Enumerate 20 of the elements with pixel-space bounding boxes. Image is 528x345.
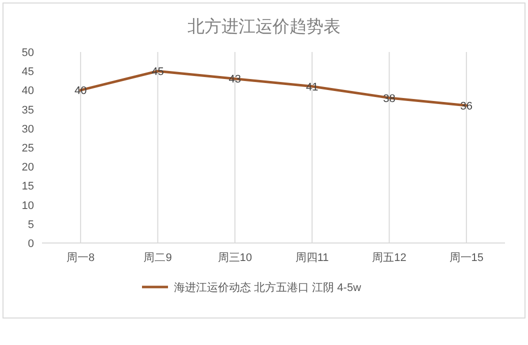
y-tick-label: 10 [22, 200, 34, 212]
y-tick-label: 25 [22, 142, 34, 154]
x-tick-label: 周二9 [144, 252, 172, 264]
y-tick-label: 20 [22, 162, 34, 174]
x-tick-label: 周一8 [66, 252, 95, 264]
y-tick-label: 50 [22, 47, 34, 59]
x-tick-label: 周五12 [372, 252, 406, 264]
y-tick-label: 35 [22, 104, 34, 116]
data-label: 40 [74, 85, 87, 98]
x-tick-label: 周三10 [218, 252, 252, 264]
x-tick-label: 周四11 [295, 252, 329, 264]
y-tick-label: 5 [28, 218, 34, 231]
y-tick-label: 40 [22, 85, 34, 98]
y-tick-label: 30 [22, 123, 34, 136]
x-tick-label: 周一15 [449, 252, 484, 264]
y-tick-label: 45 [22, 66, 34, 78]
chart-title: 北方进江运价趋势表 [188, 17, 340, 36]
y-tick-label: 0 [28, 238, 34, 250]
legend-label: 海进江运价动态 北方五港口 江阴 4-5w [174, 281, 362, 294]
y-tick-label: 15 [22, 180, 34, 193]
